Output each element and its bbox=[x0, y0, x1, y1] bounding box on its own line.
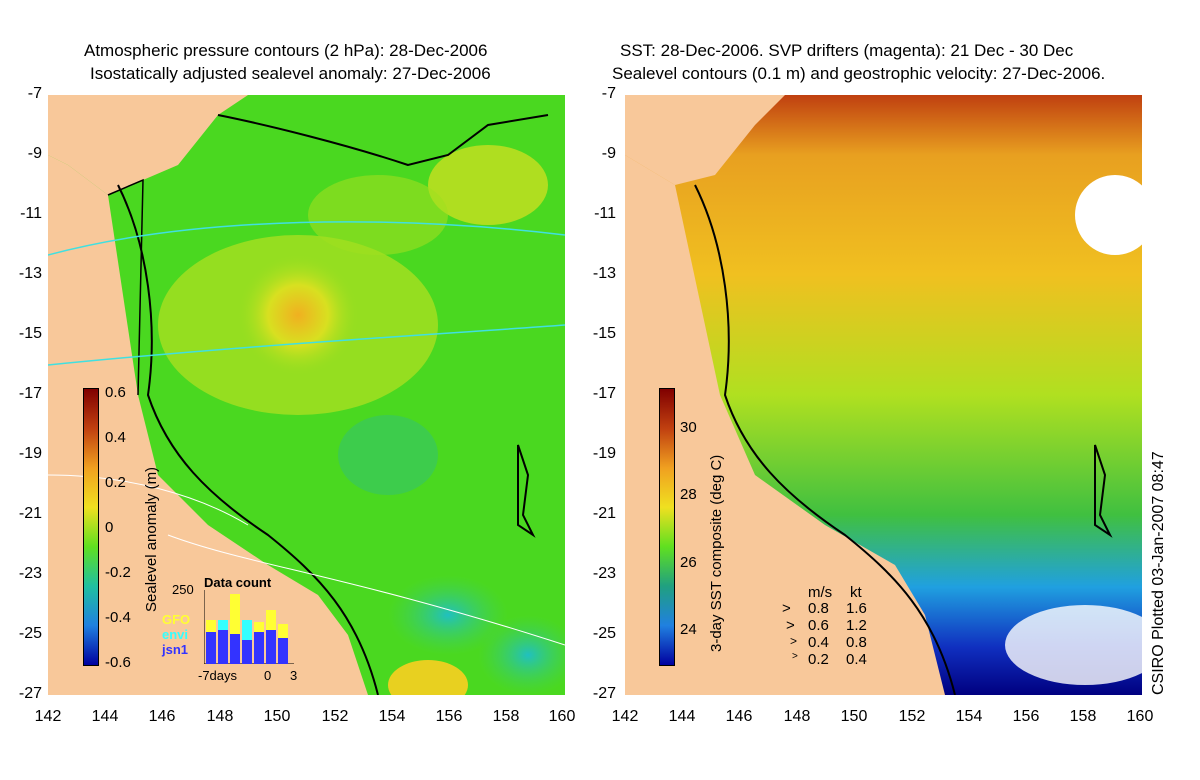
velocity-legend-kt: 0.4 bbox=[846, 651, 867, 668]
y-tick: -25 bbox=[18, 625, 42, 642]
y-tick: -17 bbox=[592, 385, 616, 402]
sla-colorbar bbox=[83, 388, 99, 666]
y-tick: -11 bbox=[594, 205, 616, 222]
y-tick: -9 bbox=[601, 145, 616, 162]
velocity-legend-ms: 0.4 bbox=[808, 634, 829, 651]
x-tick: 156 bbox=[1012, 708, 1040, 725]
y-tick: -27 bbox=[592, 685, 616, 702]
sla-cb-tick: -0.6 bbox=[105, 654, 131, 671]
x-tick: 160 bbox=[1126, 708, 1154, 725]
x-tick: 160 bbox=[548, 708, 576, 725]
sla-colorbar-label: Sealevel anomaly (m) bbox=[143, 466, 160, 612]
y-tick: -7 bbox=[601, 85, 616, 102]
velocity-legend-kt: 1.2 bbox=[846, 617, 867, 634]
velocity-legend-ms: 0.6 bbox=[808, 617, 829, 634]
x-tick: 152 bbox=[898, 708, 926, 725]
x-tick: 156 bbox=[435, 708, 463, 725]
y-tick: -21 bbox=[592, 505, 616, 522]
left-title-line2: Isostatically adjusted sealevel anomaly:… bbox=[90, 64, 491, 83]
velocity-arrow-icon: > bbox=[782, 600, 791, 617]
sst-colorbar-label: 3-day SST composite (deg C) bbox=[708, 454, 725, 652]
x-tick: 144 bbox=[91, 708, 119, 725]
legend-jsn1: jsn1 bbox=[162, 642, 189, 657]
x-tick: 158 bbox=[1069, 708, 1097, 725]
velocity-legend-kt: 1.6 bbox=[846, 600, 867, 617]
sla-cb-tick: -0.4 bbox=[105, 609, 131, 626]
australia-land bbox=[48, 155, 368, 695]
x-tick: 146 bbox=[148, 708, 176, 725]
velocity-arrow-icon: > bbox=[786, 617, 795, 634]
left-title-line1: Atmospheric pressure contours (2 hPa): 2… bbox=[84, 41, 488, 60]
data-count-x-end: 3 bbox=[290, 668, 298, 683]
velocity-legend-ms: 0.2 bbox=[808, 651, 829, 668]
velocity-legend-header-ms: m/s bbox=[808, 584, 833, 601]
velocity-legend-header-kt: kt bbox=[850, 584, 862, 601]
x-tick: 148 bbox=[206, 708, 234, 725]
y-tick: -25 bbox=[592, 625, 616, 642]
data-count-x-zero: 0 bbox=[264, 668, 272, 683]
x-tick: 144 bbox=[668, 708, 696, 725]
x-tick: 154 bbox=[378, 708, 406, 725]
x-tick: 146 bbox=[725, 708, 753, 725]
velocity-legend-kt: 0.8 bbox=[846, 634, 867, 651]
sst-cb-tick: 28 bbox=[680, 486, 697, 503]
sst-cb-tick: 26 bbox=[680, 554, 697, 571]
sla-cb-tick: 0.2 bbox=[105, 474, 126, 491]
x-tick: 150 bbox=[840, 708, 868, 725]
velocity-legend-ms: 0.8 bbox=[808, 600, 829, 617]
velocity-arrow-icon: > bbox=[790, 634, 798, 648]
data-count-title: Data count bbox=[204, 575, 272, 590]
velocity-arrow-icon: > bbox=[792, 651, 798, 662]
right-title-line2: Sealevel contours (0.1 m) and geostrophi… bbox=[612, 64, 1106, 83]
x-tick: 148 bbox=[783, 708, 811, 725]
papua-land bbox=[48, 95, 248, 195]
y-tick: -9 bbox=[27, 145, 42, 162]
x-tick: 142 bbox=[611, 708, 639, 725]
sla-cb-tick: 0.4 bbox=[105, 429, 126, 446]
y-tick: -19 bbox=[592, 445, 616, 462]
data-count-max: 250 bbox=[172, 582, 194, 597]
y-tick: -17 bbox=[18, 385, 42, 402]
sst-colorbar bbox=[659, 388, 675, 666]
data-count-x-start: -7days bbox=[198, 668, 238, 683]
y-tick: -15 bbox=[18, 325, 42, 342]
sst-map bbox=[625, 95, 1142, 695]
y-tick: -23 bbox=[592, 565, 616, 582]
sealevel-anomaly-map bbox=[48, 95, 565, 695]
y-tick: -23 bbox=[18, 565, 42, 582]
x-tick: 150 bbox=[263, 708, 291, 725]
y-tick: -27 bbox=[18, 685, 42, 702]
x-tick: 158 bbox=[492, 708, 520, 725]
y-tick: -7 bbox=[27, 85, 42, 102]
y-tick: -11 bbox=[20, 205, 42, 222]
sst-cb-tick: 24 bbox=[680, 621, 697, 638]
sst-cb-tick: 30 bbox=[680, 419, 697, 436]
legend-gfo: GFO bbox=[162, 612, 191, 627]
y-tick: -19 bbox=[18, 445, 42, 462]
sla-cb-tick: 0.6 bbox=[105, 384, 126, 401]
x-tick: 142 bbox=[34, 708, 62, 725]
sla-cb-tick: -0.2 bbox=[105, 564, 131, 581]
sla-cb-tick: 0 bbox=[105, 519, 114, 536]
plot-credit: CSIRO Plotted 03-Jan-2007 08:47 bbox=[1150, 451, 1167, 695]
x-tick: 154 bbox=[955, 708, 983, 725]
right-title-line1: SST: 28-Dec-2006. SVP drifters (magenta)… bbox=[620, 41, 1074, 60]
legend-envi: envi bbox=[162, 627, 189, 642]
data-count-chart bbox=[203, 590, 294, 665]
y-tick: -13 bbox=[18, 265, 42, 282]
y-tick: -21 bbox=[18, 505, 42, 522]
y-tick: -15 bbox=[592, 325, 616, 342]
y-tick: -13 bbox=[592, 265, 616, 282]
x-tick: 152 bbox=[321, 708, 349, 725]
